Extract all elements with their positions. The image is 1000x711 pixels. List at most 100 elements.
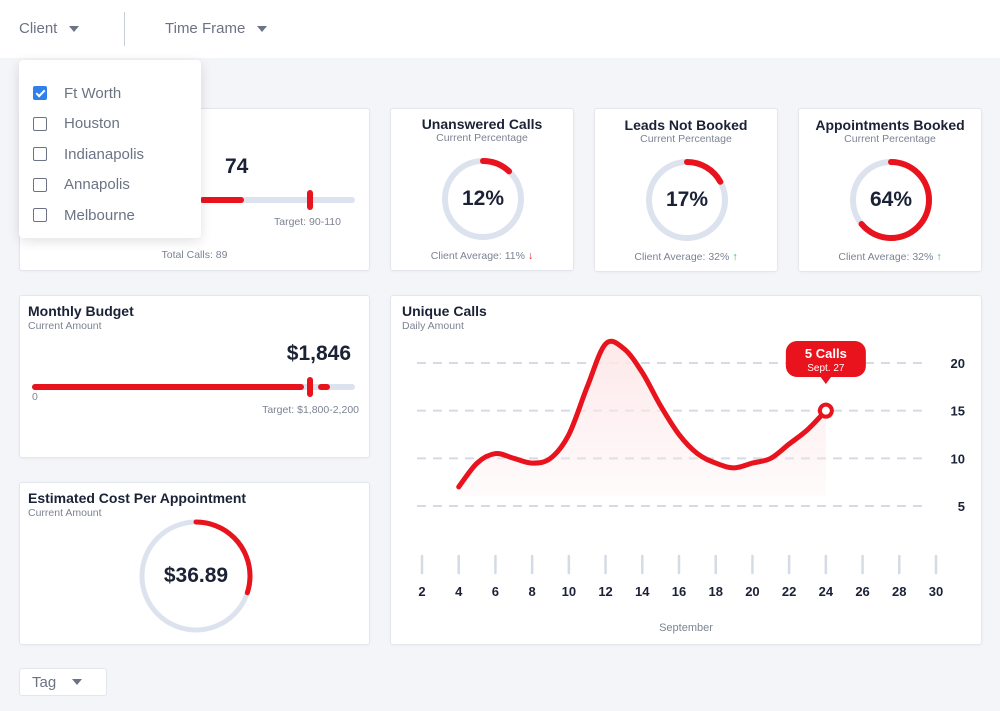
gauge-arc	[442, 158, 524, 240]
budget-min-label: 0	[32, 391, 38, 403]
x-tick-label: 4	[455, 584, 463, 599]
checkbox-icon[interactable]	[33, 86, 47, 101]
client-option-annapolis[interactable]: Annapolis	[19, 170, 201, 201]
card-subtitle: Current Amount	[28, 507, 102, 519]
x-tick-label: 18	[708, 584, 722, 599]
card-title: Appointments Booked	[815, 117, 965, 133]
tooltip-title: 5 Calls	[805, 346, 847, 361]
client-average-label: Client Average: 32%	[838, 251, 934, 263]
x-tick-label: 2	[418, 584, 425, 599]
card-subtitle: Current Percentage	[640, 133, 732, 145]
y-tick-label: 20	[951, 356, 965, 371]
gauge-arc	[646, 159, 728, 241]
x-tick-label: 20	[745, 584, 759, 599]
chart-x-axis-title: September	[659, 622, 713, 634]
client-filter[interactable]: Client	[19, 20, 80, 37]
calls-bar-fill	[200, 197, 244, 203]
card-title: Unanswered Calls	[421, 116, 543, 132]
card-subtitle: Daily Amount	[402, 320, 464, 332]
cost-gauge: $36.89	[138, 518, 254, 634]
x-tick-label: 10	[562, 584, 576, 599]
appointments-booked-card: Appointments Booked Current Percentage 6…	[798, 108, 982, 272]
checkbox-icon[interactable]	[33, 208, 47, 223]
chevron-down-icon	[257, 25, 268, 32]
client-option-ft-worth[interactable]: Ft Worth	[19, 78, 201, 109]
gauge-value: 17%	[665, 188, 709, 211]
checkbox-icon[interactable]	[33, 116, 47, 131]
client-option-label: Annapolis	[64, 176, 130, 194]
client-dropdown: Ft Worth Houston Indianapolis Annapolis …	[19, 60, 201, 238]
x-tick-label: 26	[855, 584, 869, 599]
client-option-indianapolis[interactable]: Indianapolis	[19, 139, 201, 170]
chevron-down-icon	[69, 25, 80, 32]
checkbox-icon[interactable]	[33, 147, 47, 162]
x-tick-label: 22	[782, 584, 796, 599]
x-tick-label: 16	[672, 584, 686, 599]
unique-calls-card: Unique Calls Daily Amount 5 10 15 20 2 4 6 8 10…	[390, 295, 982, 645]
y-tick-label: 5	[958, 499, 965, 514]
timeframe-filter-label: Time Frame	[165, 20, 246, 37]
leads-gauge: 17%	[643, 156, 731, 244]
monthly-budget-card: Monthly Budget Current Amount $1,846 0 T…	[19, 295, 370, 458]
budget-target-marker	[307, 377, 313, 397]
card-title: Monthly Budget	[28, 303, 134, 319]
x-tick-label: 30	[929, 584, 943, 599]
arrow-up-icon: ↑	[732, 251, 738, 263]
gauge-value: 64%	[869, 188, 913, 211]
client-option-label: Houston	[64, 115, 120, 133]
gauge-value: $36.89	[163, 564, 229, 587]
client-average-label: Client Average: 11%	[430, 250, 525, 262]
budget-value: $1,846	[286, 342, 351, 365]
tooltip-subtitle: Sept. 27	[807, 363, 845, 374]
appointments-gauge: 64%	[847, 156, 935, 244]
client-option-melbourne[interactable]: Melbourne	[19, 200, 201, 231]
tag-filter[interactable]: Tag	[19, 668, 107, 696]
chevron-down-icon	[72, 679, 83, 685]
card-title: Leads Not Booked	[624, 117, 748, 133]
x-tick-label: 12	[598, 584, 612, 599]
checkbox-icon[interactable]	[33, 177, 47, 192]
chart-area-fill	[458, 341, 826, 496]
client-option-label: Melbourne	[64, 206, 135, 224]
unanswered-calls-card: Unanswered Calls Current Percentage 12% …	[390, 108, 574, 271]
y-tick-label: 15	[951, 404, 965, 419]
budget-bar-fill	[32, 384, 304, 390]
y-tick-label: 10	[951, 451, 965, 466]
client-filter-label: Client	[19, 20, 58, 37]
gauge-arc	[139, 519, 253, 633]
card-subtitle: Current Percentage	[436, 132, 528, 144]
x-tick-label: 8	[529, 584, 536, 599]
chart-highlight-point[interactable]	[817, 402, 834, 419]
divider	[124, 12, 125, 46]
chart-tooltip: 5 Calls Sept. 27	[785, 341, 866, 384]
arrow-up-icon: ↑	[936, 251, 942, 263]
card-subtitle: Current Percentage	[844, 133, 936, 145]
client-option-label: Indianapolis	[64, 145, 145, 163]
calls-target-marker	[307, 190, 313, 210]
calls-target-label: Target: 90-110	[274, 216, 341, 228]
card-title: Estimated Cost Per Appointment	[28, 490, 247, 506]
x-tick-label: 24	[819, 584, 834, 599]
leads-not-booked-card: Leads Not Booked Current Percentage 17% …	[594, 108, 778, 272]
gauge-value: 12%	[461, 187, 505, 210]
client-option-houston[interactable]: Houston	[19, 109, 201, 140]
timeframe-filter[interactable]: Time Frame	[165, 20, 268, 37]
unanswered-gauge: 12%	[439, 155, 527, 243]
card-title: Unique Calls	[402, 303, 487, 319]
tooltip-tail	[819, 376, 832, 384]
x-tick-label: 14	[635, 584, 650, 599]
client-average: Client Average: 32% ↑	[799, 251, 981, 263]
top-filter-bar: Client Time Frame	[0, 0, 1000, 58]
tooltip-box	[785, 341, 866, 377]
calls-value: 74	[225, 155, 249, 178]
calls-bar-track	[200, 197, 355, 203]
budget-target-label: Target: $1,800-2,200	[262, 404, 359, 416]
client-average: Client Average: 11% ↓	[391, 250, 573, 262]
chart-series-line	[456, 338, 829, 490]
gauge-arc	[850, 159, 932, 241]
x-tick-label: 28	[892, 584, 906, 599]
x-tick-label: 6	[492, 584, 499, 599]
client-option-label: Ft Worth	[64, 84, 122, 102]
card-subtitle: Current Amount	[28, 320, 102, 332]
